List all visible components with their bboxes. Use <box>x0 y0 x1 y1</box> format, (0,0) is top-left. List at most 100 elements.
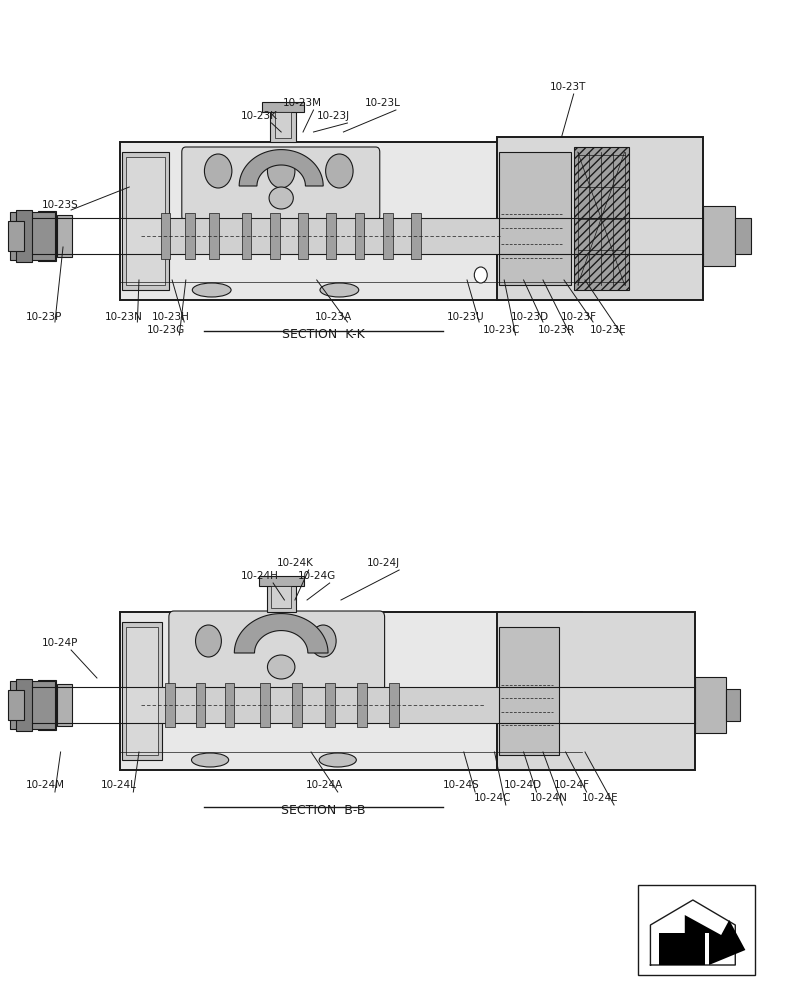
Text: 10-23R: 10-23R <box>538 325 575 335</box>
Bar <box>638 885 755 975</box>
Text: 10-23E: 10-23E <box>590 325 626 335</box>
Bar <box>120 142 582 300</box>
Ellipse shape <box>192 283 231 297</box>
Bar <box>57 684 72 726</box>
Bar <box>26 214 39 258</box>
Text: 10-23H: 10-23H <box>152 312 190 322</box>
Text: 10-23C: 10-23C <box>483 325 520 335</box>
Bar <box>270 213 280 259</box>
Text: 10-23D: 10-23D <box>511 312 549 322</box>
Text: 10-24N: 10-24N <box>530 793 568 803</box>
Text: 10-23L: 10-23L <box>365 98 401 108</box>
Bar <box>735 218 751 254</box>
Text: 10-24A: 10-24A <box>305 780 343 790</box>
Bar <box>389 683 399 727</box>
Text: SECTION  K-K: SECTION K-K <box>282 328 364 341</box>
FancyBboxPatch shape <box>169 611 385 692</box>
Bar <box>196 683 205 727</box>
Ellipse shape <box>320 283 359 297</box>
Bar <box>161 213 170 259</box>
Ellipse shape <box>191 753 229 767</box>
Bar <box>383 213 393 259</box>
Text: 10-24G: 10-24G <box>297 571 335 581</box>
Bar <box>355 213 364 259</box>
Bar <box>126 627 158 755</box>
Bar <box>16 210 32 262</box>
Bar <box>262 102 304 112</box>
Bar <box>497 612 695 770</box>
Text: 10-23T: 10-23T <box>549 82 586 92</box>
Ellipse shape <box>267 655 295 679</box>
Bar <box>259 576 304 586</box>
Bar <box>270 104 296 142</box>
Bar <box>185 213 195 259</box>
Bar <box>726 689 740 721</box>
Circle shape <box>196 625 221 657</box>
Text: 10-23P: 10-23P <box>26 312 62 322</box>
Text: 10-24M: 10-24M <box>26 780 65 790</box>
Circle shape <box>326 154 353 188</box>
Bar <box>325 683 335 727</box>
Bar <box>209 213 219 259</box>
Text: 10-23M: 10-23M <box>283 98 322 108</box>
Bar <box>57 215 72 257</box>
Text: 10-23S: 10-23S <box>42 200 78 210</box>
Bar <box>11 681 55 729</box>
Text: 10-23F: 10-23F <box>561 312 597 322</box>
Text: 10-24K: 10-24K <box>276 558 314 568</box>
Text: SECTION  B-B: SECTION B-B <box>281 804 365 817</box>
Bar <box>242 213 251 259</box>
Bar <box>26 683 39 727</box>
Bar <box>326 213 336 259</box>
Text: 10-23A: 10-23A <box>315 312 352 322</box>
Circle shape <box>310 625 336 657</box>
Text: 10-23U: 10-23U <box>447 312 485 322</box>
FancyBboxPatch shape <box>182 147 380 221</box>
Bar <box>16 679 32 731</box>
Text: 10-23N: 10-23N <box>105 312 143 322</box>
Bar <box>126 157 165 285</box>
Bar <box>123 218 583 254</box>
Bar <box>703 206 735 266</box>
Polygon shape <box>659 933 705 965</box>
Text: 10-24D: 10-24D <box>504 780 542 790</box>
Bar <box>8 690 24 720</box>
Bar <box>38 680 56 730</box>
Bar <box>695 677 726 733</box>
Bar <box>123 687 543 723</box>
Bar <box>497 137 703 300</box>
Ellipse shape <box>269 187 293 209</box>
Text: 10-24P: 10-24P <box>42 638 78 648</box>
Bar <box>260 683 270 727</box>
Text: 10-23J: 10-23J <box>317 111 350 121</box>
Bar <box>267 578 296 612</box>
Bar <box>122 622 162 760</box>
Bar <box>122 152 169 290</box>
Bar <box>271 586 291 608</box>
Text: 10-23G: 10-23G <box>147 325 185 335</box>
Bar <box>292 683 302 727</box>
Text: 10-24C: 10-24C <box>473 793 511 803</box>
Bar <box>357 683 367 727</box>
Text: 10-24L: 10-24L <box>101 780 137 790</box>
Polygon shape <box>234 614 328 653</box>
Bar <box>298 213 308 259</box>
Polygon shape <box>685 915 746 965</box>
Circle shape <box>204 154 232 188</box>
Circle shape <box>474 267 487 283</box>
Polygon shape <box>239 150 323 186</box>
Circle shape <box>267 154 295 188</box>
Text: 10-24H: 10-24H <box>241 571 279 581</box>
Bar <box>574 147 629 290</box>
Bar <box>499 627 559 755</box>
Bar <box>8 221 24 251</box>
Bar <box>275 112 291 138</box>
Text: 10-23K: 10-23K <box>241 111 278 121</box>
Text: 10-24S: 10-24S <box>443 780 479 790</box>
Bar <box>11 212 55 260</box>
Text: 10-24J: 10-24J <box>367 558 400 568</box>
Bar <box>225 683 234 727</box>
Bar <box>38 211 56 261</box>
Bar <box>411 213 421 259</box>
Ellipse shape <box>319 753 356 767</box>
